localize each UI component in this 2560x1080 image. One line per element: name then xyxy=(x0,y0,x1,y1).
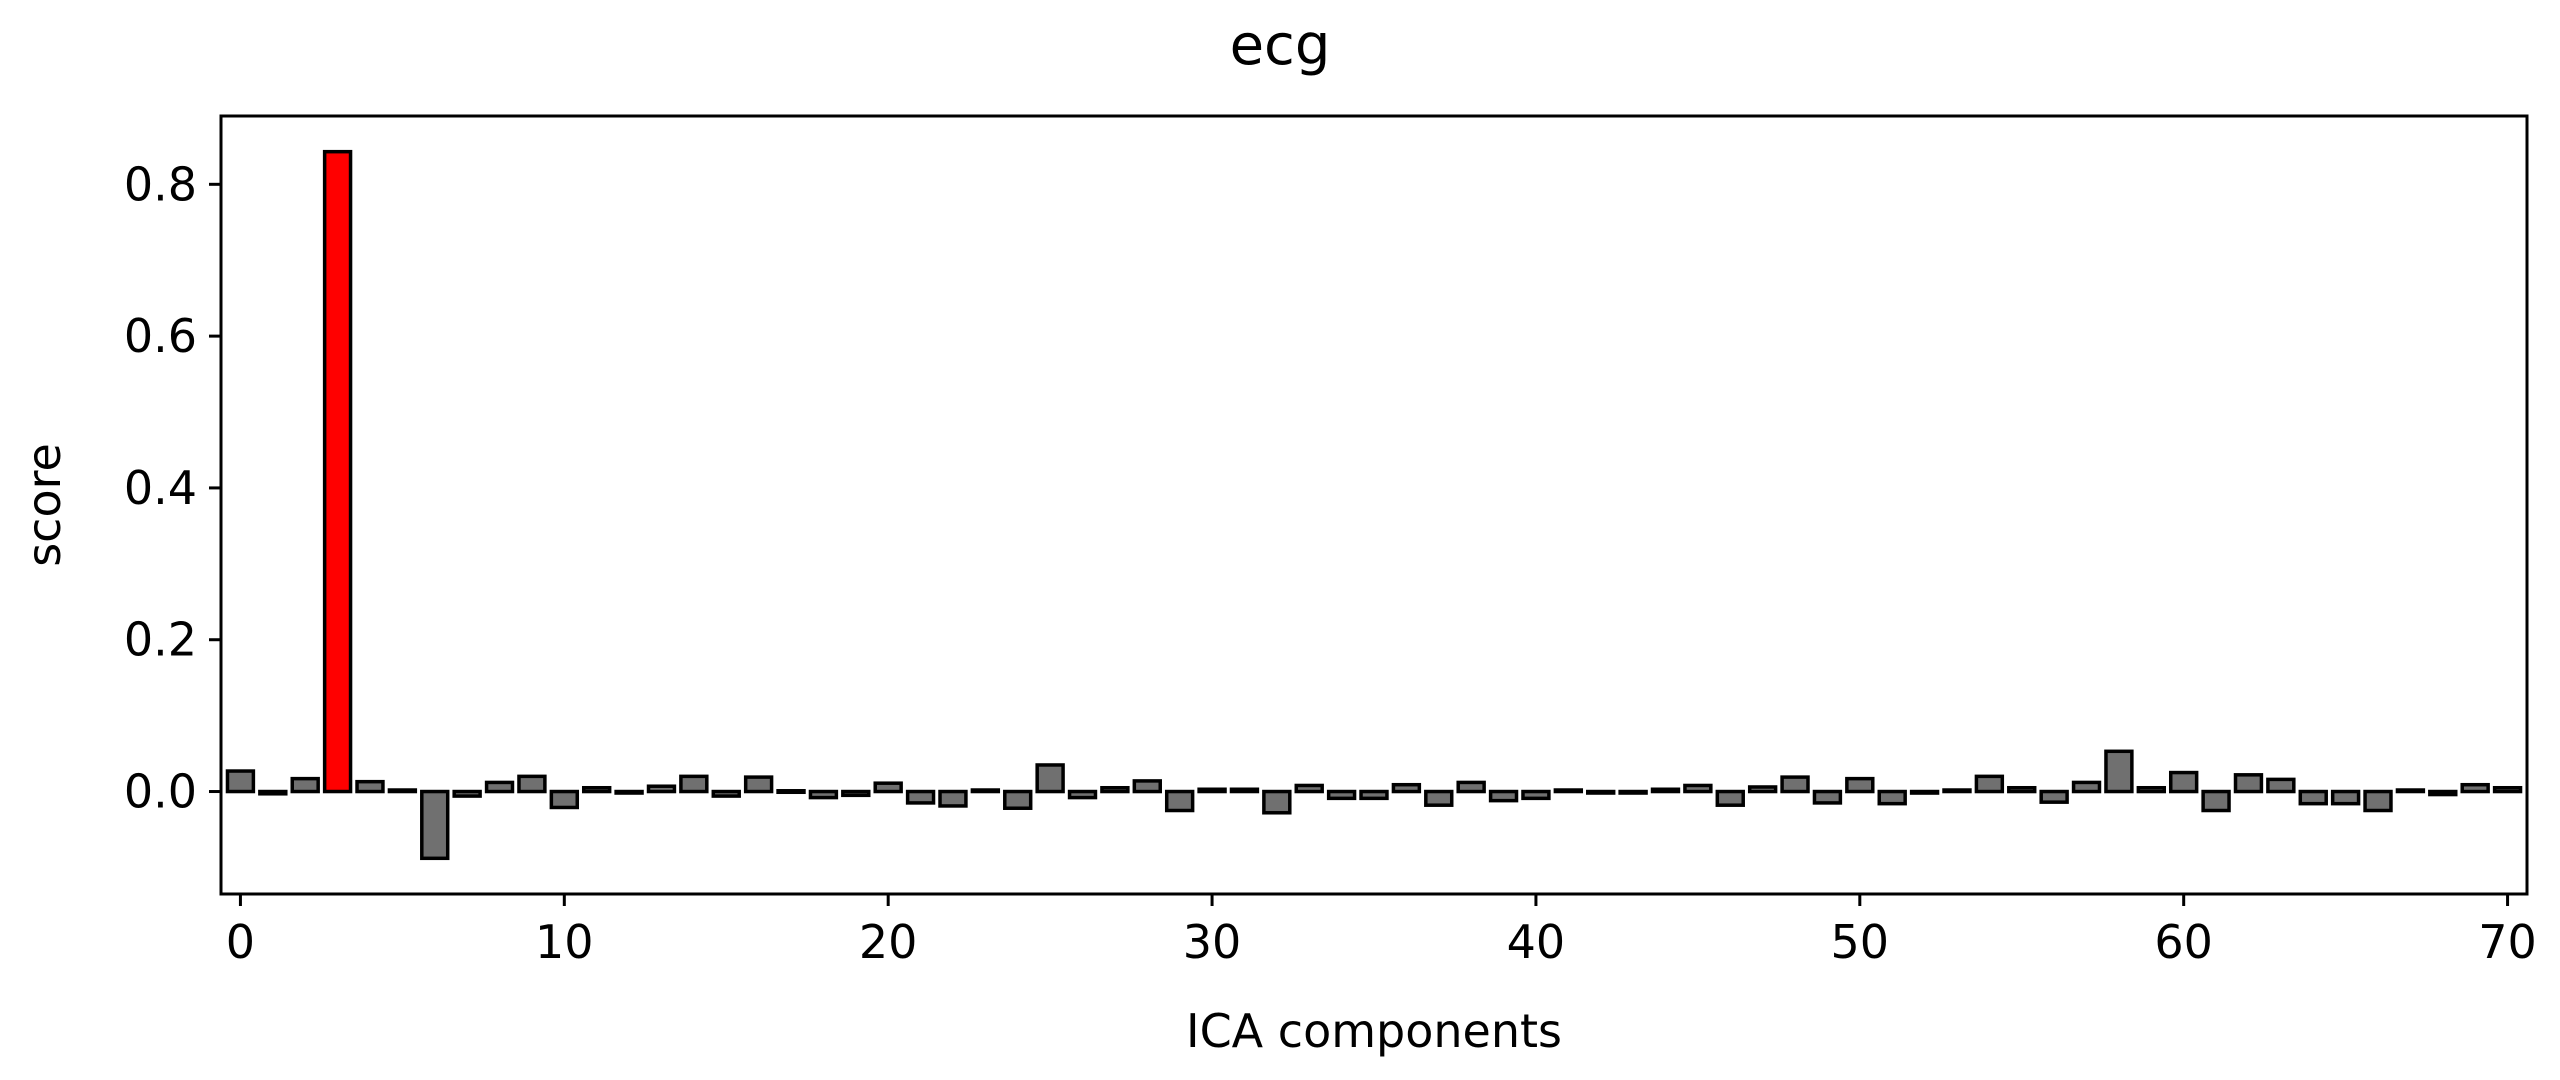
bar-component-4 xyxy=(355,779,385,794)
y-tick-label: 0.2 xyxy=(124,613,197,667)
bar-component-33 xyxy=(1294,783,1324,794)
y-tick-label: 0.6 xyxy=(124,309,197,363)
x-axis-ticks: 0 10 20 30 40 50 60 70 xyxy=(226,894,2537,969)
bar-component-68 xyxy=(2428,789,2458,797)
bar-component-2 xyxy=(290,776,320,794)
bar-component-56 xyxy=(2039,789,2069,804)
x-tick-label: 0 xyxy=(226,915,255,969)
bar-component-9 xyxy=(517,774,547,794)
bar-component-21 xyxy=(905,789,936,805)
x-tick-label: 50 xyxy=(1831,915,1890,969)
bar-component-38 xyxy=(1456,780,1486,794)
bar-component-7 xyxy=(452,789,482,798)
bar-component-3 xyxy=(322,149,353,794)
bar-component-32 xyxy=(1262,789,1292,815)
bar-component-64 xyxy=(2298,789,2328,806)
x-tick-label: 10 xyxy=(535,915,594,969)
x-axis-label: ICA components xyxy=(1186,1004,1562,1058)
bar-component-5 xyxy=(387,788,418,794)
bar-component-0 xyxy=(225,769,256,794)
bar-component-58 xyxy=(2104,749,2134,794)
bar-component-35 xyxy=(1359,789,1389,801)
bar-component-53 xyxy=(1942,788,1972,794)
y-tick-label: 0.0 xyxy=(124,765,197,819)
bar-component-15 xyxy=(711,789,741,798)
y-tick-label: 0.4 xyxy=(124,461,197,515)
bar-component-40 xyxy=(1521,789,1551,801)
bar-component-60 xyxy=(2168,770,2199,794)
bar-component-24 xyxy=(1003,789,1033,810)
bar-component-61 xyxy=(2201,789,2231,813)
bar-component-54 xyxy=(1974,774,2005,794)
bar-component-27 xyxy=(1100,785,1130,794)
y-axis-ticks: 0.0 0.2 0.4 0.6 0.8 xyxy=(124,157,221,819)
bar-component-26 xyxy=(1067,789,1098,800)
bar-component-20 xyxy=(873,781,903,794)
bar-component-63 xyxy=(2266,777,2296,794)
bar-component-36 xyxy=(1391,782,1422,794)
y-axis-label: score xyxy=(17,443,71,567)
bar-component-62 xyxy=(2233,773,2264,794)
plot-frame xyxy=(219,114,2529,896)
chart-title: ecg xyxy=(1230,13,1331,78)
bar-component-29 xyxy=(1164,789,1195,813)
y-tick-label: 0.8 xyxy=(124,157,197,211)
bar-component-8 xyxy=(484,780,515,794)
bar-component-19 xyxy=(841,789,871,798)
bars-group xyxy=(225,149,2523,861)
bar-component-34 xyxy=(1326,789,1357,801)
bar-component-43 xyxy=(1618,789,1648,795)
bar-component-65 xyxy=(2330,789,2361,806)
bar-component-18 xyxy=(808,789,839,800)
x-tick-label: 70 xyxy=(2478,915,2537,969)
bar-component-57 xyxy=(2071,780,2102,794)
bar-component-45 xyxy=(1683,783,1713,794)
bar-component-14 xyxy=(679,774,709,794)
bar-component-51 xyxy=(1877,789,1907,806)
bar-component-42 xyxy=(1586,789,1616,795)
bar-component-12 xyxy=(614,789,644,795)
bar-component-10 xyxy=(549,789,580,810)
bar-component-52 xyxy=(1909,789,1940,795)
x-tick-label: 20 xyxy=(859,915,918,969)
bar-component-67 xyxy=(2395,788,2426,794)
bar-component-22 xyxy=(938,789,968,808)
bar-component-28 xyxy=(1132,779,1162,794)
bar-component-37 xyxy=(1424,789,1454,807)
bar-component-25 xyxy=(1035,763,1065,794)
bar-component-41 xyxy=(1553,788,1584,794)
bar-component-66 xyxy=(2363,789,2393,813)
bar-component-6 xyxy=(420,789,450,861)
bar-component-39 xyxy=(1488,789,1519,803)
bar-component-17 xyxy=(776,789,806,795)
bar-component-1 xyxy=(258,789,288,796)
bar-component-16 xyxy=(743,775,774,794)
bar-component-23 xyxy=(970,788,1001,794)
bar-component-48 xyxy=(1780,775,1810,794)
bar-component-11 xyxy=(581,785,612,794)
bar-component-44 xyxy=(1650,787,1681,794)
bar-component-46 xyxy=(1715,789,1745,807)
x-tick-label: 60 xyxy=(2154,915,2213,969)
x-tick-label: 30 xyxy=(1183,915,1242,969)
bar-component-49 xyxy=(1812,789,1843,805)
bar-component-50 xyxy=(1845,776,1875,794)
bar-component-69 xyxy=(2460,782,2490,794)
x-tick-label: 40 xyxy=(1507,915,1566,969)
bar-component-31 xyxy=(1229,787,1260,794)
bar-component-70 xyxy=(2492,785,2523,794)
bar-component-55 xyxy=(2007,785,2037,794)
bar-component-59 xyxy=(2136,785,2167,794)
bar-component-30 xyxy=(1197,787,1227,794)
bar-component-13 xyxy=(646,784,677,794)
bar-component-47 xyxy=(1747,785,1778,794)
